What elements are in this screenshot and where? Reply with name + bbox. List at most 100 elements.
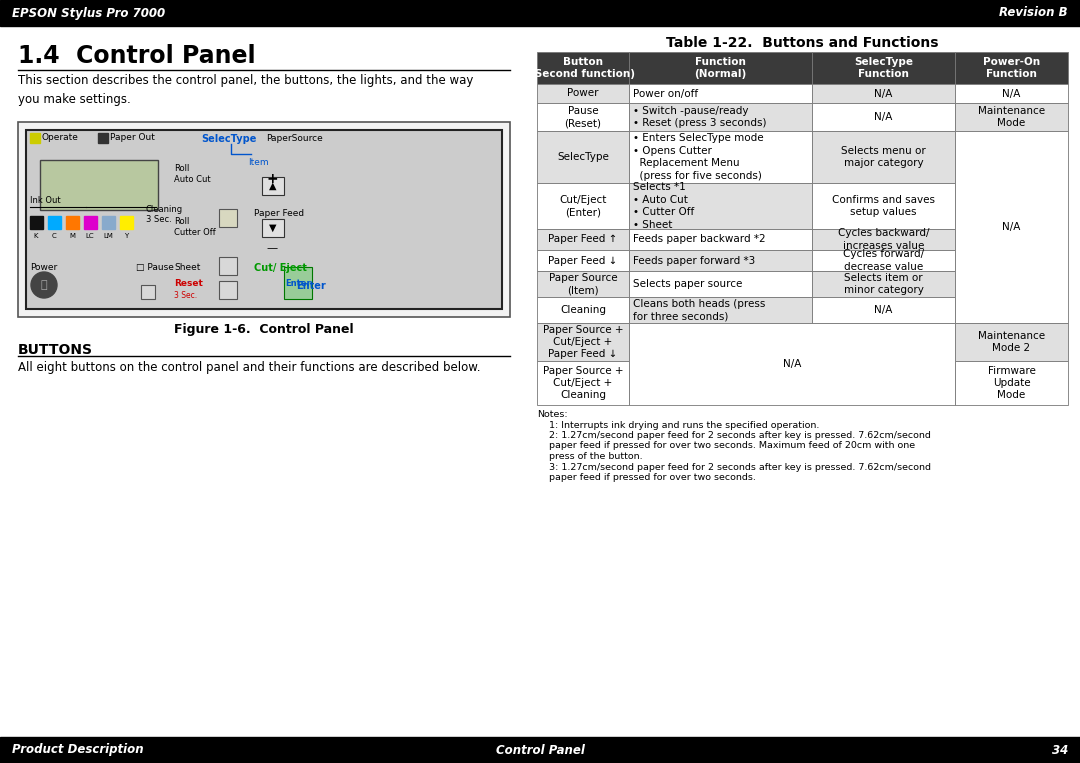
Bar <box>0 0 1080 26</box>
Bar <box>219 281 237 299</box>
Text: Product Description: Product Description <box>12 743 144 756</box>
Text: BUTTONS: BUTTONS <box>18 343 93 357</box>
Text: 3: 1.27cm/second paper feed for 2 seconds after key is pressed. 7.62cm/second: 3: 1.27cm/second paper feed for 2 second… <box>537 462 931 472</box>
Text: Power: Power <box>30 263 57 272</box>
Bar <box>629 52 812 84</box>
Text: paper feed if pressed for over two seconds.: paper feed if pressed for over two secon… <box>537 473 756 482</box>
Bar <box>537 250 629 271</box>
Bar <box>537 323 629 361</box>
Text: This section describes the control panel, the buttons, the lights, and the way
y: This section describes the control panel… <box>18 74 473 105</box>
Bar <box>537 103 629 131</box>
Text: N/A: N/A <box>875 112 893 122</box>
Text: Feeds paper backward *2: Feeds paper backward *2 <box>633 234 766 244</box>
Text: Ink Out: Ink Out <box>30 196 60 205</box>
Bar <box>955 131 1068 323</box>
Text: 1: Interrupts ink drying and runs the specified operation.: 1: Interrupts ink drying and runs the sp… <box>537 420 820 430</box>
Text: K: K <box>33 233 38 239</box>
Text: Roll
Cutter Off: Roll Cutter Off <box>174 217 216 237</box>
Text: Power on/off: Power on/off <box>633 89 698 98</box>
Bar <box>955 361 1068 405</box>
Bar <box>141 285 156 299</box>
Text: PaperSource: PaperSource <box>266 134 323 143</box>
Text: N/A: N/A <box>1002 222 1021 232</box>
Text: Reset: Reset <box>174 279 203 288</box>
Text: □ Pause: □ Pause <box>136 263 174 272</box>
Bar <box>30 133 40 143</box>
Text: M: M <box>69 233 75 239</box>
Text: Pause
(Reset): Pause (Reset) <box>565 106 602 128</box>
Bar <box>812 271 955 297</box>
Text: Paper Out: Paper Out <box>110 134 154 143</box>
Text: ▼: ▼ <box>269 223 276 233</box>
Text: ▲: ▲ <box>269 181 276 191</box>
Text: Figure 1-6.  Control Panel: Figure 1-6. Control Panel <box>174 323 354 336</box>
Text: • Switch -pause/ready
• Reset (press 3 seconds): • Switch -pause/ready • Reset (press 3 s… <box>633 106 767 128</box>
Bar <box>30 216 43 229</box>
Bar <box>629 297 812 323</box>
Text: Maintenance
Mode 2: Maintenance Mode 2 <box>977 331 1045 353</box>
Bar <box>120 216 133 229</box>
Text: N/A: N/A <box>1002 89 1021 98</box>
Text: Paper Feed ↓: Paper Feed ↓ <box>549 256 618 266</box>
Text: Cycles backward/
increases value: Cycles backward/ increases value <box>838 228 929 251</box>
Text: C: C <box>52 233 56 239</box>
Text: Revision B: Revision B <box>999 7 1068 20</box>
Text: Cleaning
3 Sec.: Cleaning 3 Sec. <box>146 205 184 224</box>
Text: press of the button.: press of the button. <box>537 452 643 461</box>
Text: 1.4  Control Panel: 1.4 Control Panel <box>18 44 256 68</box>
Bar <box>66 216 79 229</box>
Bar <box>537 361 629 405</box>
Text: Roll
Auto Cut: Roll Auto Cut <box>174 164 211 184</box>
Text: Confirms and saves
setup values: Confirms and saves setup values <box>832 195 935 217</box>
Bar <box>262 219 284 237</box>
Text: Enter: Enter <box>296 281 326 291</box>
Bar <box>629 131 812 183</box>
Text: Selects item or
minor category: Selects item or minor category <box>843 273 923 295</box>
Text: Feeds paper forward *3: Feeds paper forward *3 <box>633 256 755 266</box>
Text: Power-On
Function: Power-On Function <box>983 56 1040 79</box>
Bar <box>955 52 1068 84</box>
Bar <box>812 52 955 84</box>
Text: Cleaning: Cleaning <box>561 305 606 315</box>
Text: paper feed if pressed for over two seconds. Maximum feed of 20cm with one: paper feed if pressed for over two secon… <box>537 442 915 450</box>
Text: Cut/Eject
(Enter): Cut/Eject (Enter) <box>559 195 607 217</box>
Bar <box>629 103 812 131</box>
Text: Cut/ Eject: Cut/ Eject <box>254 263 307 273</box>
Bar <box>629 271 812 297</box>
Bar <box>537 271 629 297</box>
Bar <box>284 267 312 299</box>
Text: Table 1-22.  Buttons and Functions: Table 1-22. Buttons and Functions <box>666 36 939 50</box>
Text: SelecType: SelecType <box>557 152 609 162</box>
Text: N/A: N/A <box>875 89 893 98</box>
Bar <box>537 229 629 250</box>
Text: Power: Power <box>567 89 598 98</box>
Bar <box>18 122 510 317</box>
Circle shape <box>31 272 57 298</box>
Text: Firmware
Update
Mode: Firmware Update Mode <box>987 365 1036 401</box>
Bar <box>0 737 1080 763</box>
Bar <box>955 323 1068 361</box>
Text: • Enters SelecType mode
• Opens Cutter
  Replacement Menu
  (press for five seco: • Enters SelecType mode • Opens Cutter R… <box>633 134 764 181</box>
Bar <box>812 297 955 323</box>
Text: 34: 34 <box>1052 743 1068 756</box>
Bar <box>812 183 955 229</box>
Bar <box>812 131 955 183</box>
Text: Operate: Operate <box>42 134 79 143</box>
Text: SelecType
Function: SelecType Function <box>854 56 913 79</box>
Text: Notes:: Notes: <box>537 410 568 419</box>
Bar <box>537 183 629 229</box>
Text: Selects paper source: Selects paper source <box>633 279 742 289</box>
Text: SelecType: SelecType <box>201 134 256 144</box>
Bar <box>955 103 1068 131</box>
Text: Selects *1
• Auto Cut
• Cutter Off
• Sheet: Selects *1 • Auto Cut • Cutter Off • She… <box>633 182 694 230</box>
Text: 2: 1.27cm/second paper feed for 2 seconds after key is pressed. 7.62cm/second: 2: 1.27cm/second paper feed for 2 second… <box>537 431 931 440</box>
Bar <box>629 229 812 250</box>
Text: All eight buttons on the control panel and their functions are described below.: All eight buttons on the control panel a… <box>18 361 481 374</box>
Text: Item: Item <box>248 158 269 167</box>
Text: LM: LM <box>103 233 113 239</box>
Text: —: — <box>266 243 278 253</box>
Bar <box>262 177 284 195</box>
Bar <box>40 160 158 210</box>
Text: Control Panel: Control Panel <box>496 743 584 756</box>
Text: LC: LC <box>85 233 94 239</box>
